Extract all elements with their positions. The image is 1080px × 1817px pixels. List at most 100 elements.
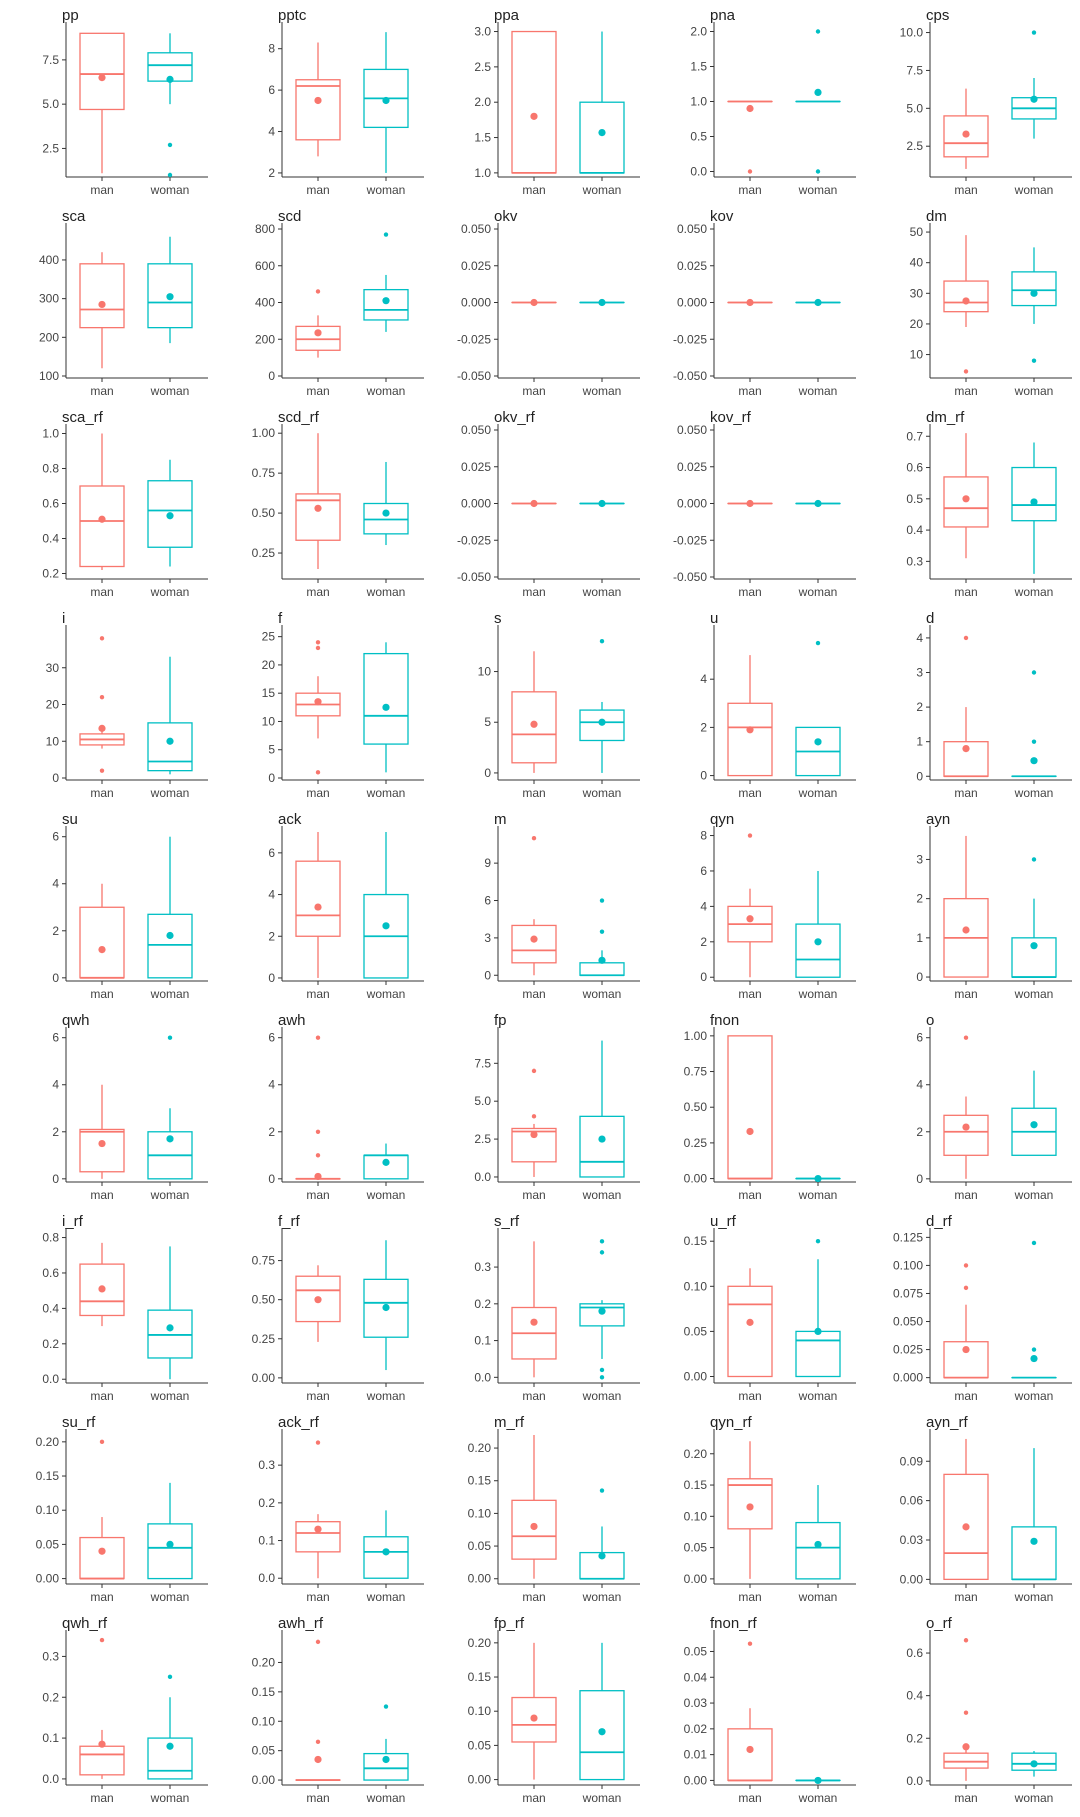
box-woman [147,33,193,178]
box-man [79,1242,125,1327]
box-woman [147,459,193,567]
x-category-label: woman [1014,1389,1054,1403]
chart-title: s [494,610,502,627]
chart-title: u_rf [710,1213,737,1230]
chart-title: f [278,610,283,627]
panel-qyn: qyn 0 2 4 6 8 man woman [648,804,864,1005]
y-tick-label: 15 [262,686,276,700]
y-tick-label: 2 [916,1125,923,1139]
y-tick-label: 0.4 [906,1689,923,1703]
box-iqr [295,79,341,141]
y-tick-label: -0.025 [457,533,491,547]
mean-point [98,1139,106,1148]
y-tick-label: -0.050 [457,369,491,383]
y-tick-label: 0.050 [461,222,491,236]
box-man [79,1439,125,1580]
box-man [727,1641,773,1782]
outlier-point [315,645,321,651]
y-tick-label: 8 [700,829,707,843]
y-tick-label: 4 [700,899,707,913]
x-category-label: woman [582,585,622,599]
chart-title: pptc [278,7,307,24]
box-iqr [295,325,341,351]
mean-point [746,298,754,307]
x-category-label: man [954,1590,977,1604]
box-iqr [79,263,125,329]
x-category-label: man [522,1590,545,1604]
y-tick-label: 7.5 [906,63,923,77]
chart-title: s_rf [494,1213,520,1230]
mean-point [530,499,538,508]
chart-title: su [62,811,78,828]
box-man [727,655,773,777]
y-tick-label: 5.0 [42,97,59,111]
panel-scd-rf: scd_rf 0.25 0.50 0.75 1.00 man woman [216,402,432,603]
x-category-label: man [738,786,761,800]
x-category-label: man [522,585,545,599]
box-man [727,833,773,978]
y-tick-label: 300 [39,292,59,306]
mean-point [382,703,390,711]
y-tick-label: 0.3 [42,1649,59,1663]
mean-point [1030,95,1038,103]
mean-point [530,935,538,943]
y-tick-label: 400 [39,253,59,267]
chart-title: fp_rf [494,1615,525,1632]
box-man [511,30,557,174]
x-category-label: woman [582,384,622,398]
mean-point [746,499,754,508]
x-category-label: man [306,183,329,197]
y-tick-label: 0.06 [900,1494,924,1508]
mean-point [1030,1354,1038,1363]
panel-u-rf: u_rf 0.00 0.05 0.10 0.15 man woman [648,1206,864,1407]
y-tick-label: 7.5 [42,53,59,67]
box-man [727,1035,773,1180]
y-tick-label: 0.3 [258,1458,275,1472]
y-tick-label: -0.050 [673,570,707,584]
box-iqr [79,906,125,979]
y-tick-label: 0.2 [42,1337,59,1351]
x-category-label: man [306,1389,329,1403]
chart-svg: scd_rf 0.25 0.50 0.75 1.00 man woman [252,409,424,599]
outlier-point [1031,739,1037,744]
y-tick-label: 0.15 [468,1474,492,1488]
box-iqr [795,1330,841,1378]
y-tick-label: 0.10 [684,1509,708,1523]
y-tick-label: 0.05 [684,1324,708,1338]
x-category-label: man [954,786,977,800]
y-tick-label: 0 [268,369,275,383]
mean-point [314,1296,322,1304]
x-category-label: man [90,987,113,1001]
chart-title: ack [278,811,302,828]
x-category-label: man [306,1188,329,1202]
x-category-label: woman [366,786,406,800]
mean-point [1030,498,1038,506]
mean-point [1030,1760,1038,1768]
chart-svg: i_rf 0.0 0.2 0.4 0.6 0.8 man woman [42,1213,208,1403]
box-woman [1011,442,1057,574]
mean-point [382,1303,390,1312]
box-woman [1011,1448,1057,1581]
outlier-point [747,169,753,174]
chart-svg: s_rf 0.0 0.1 0.2 0.3 man woman [474,1213,640,1403]
y-tick-label: 0.25 [252,1332,276,1346]
panel-su-rf: su_rf 0.00 0.05 0.10 0.15 0.20 man woman [0,1407,216,1608]
mean-point [166,293,174,301]
box-woman [147,656,193,775]
chart-svg: m 0 3 6 9 man woman [484,811,640,1001]
box-woman [147,1035,193,1180]
box-woman [147,1482,193,1580]
mean-point [962,495,970,503]
y-tick-label: 0 [268,771,275,785]
y-tick-label: 1 [916,931,923,945]
chart-svg: dm_rf 0.3 0.4 0.5 0.6 0.7 man woman [906,409,1072,599]
mean-point [166,931,174,940]
y-tick-label: 0.25 [684,1136,708,1150]
box-man [295,640,341,775]
box-man [79,636,125,773]
y-tick-label: 2 [916,700,923,714]
chart-title: dm_rf [926,409,965,426]
outlier-point [599,1488,605,1493]
box-man [295,289,341,358]
mean-point [98,724,106,732]
